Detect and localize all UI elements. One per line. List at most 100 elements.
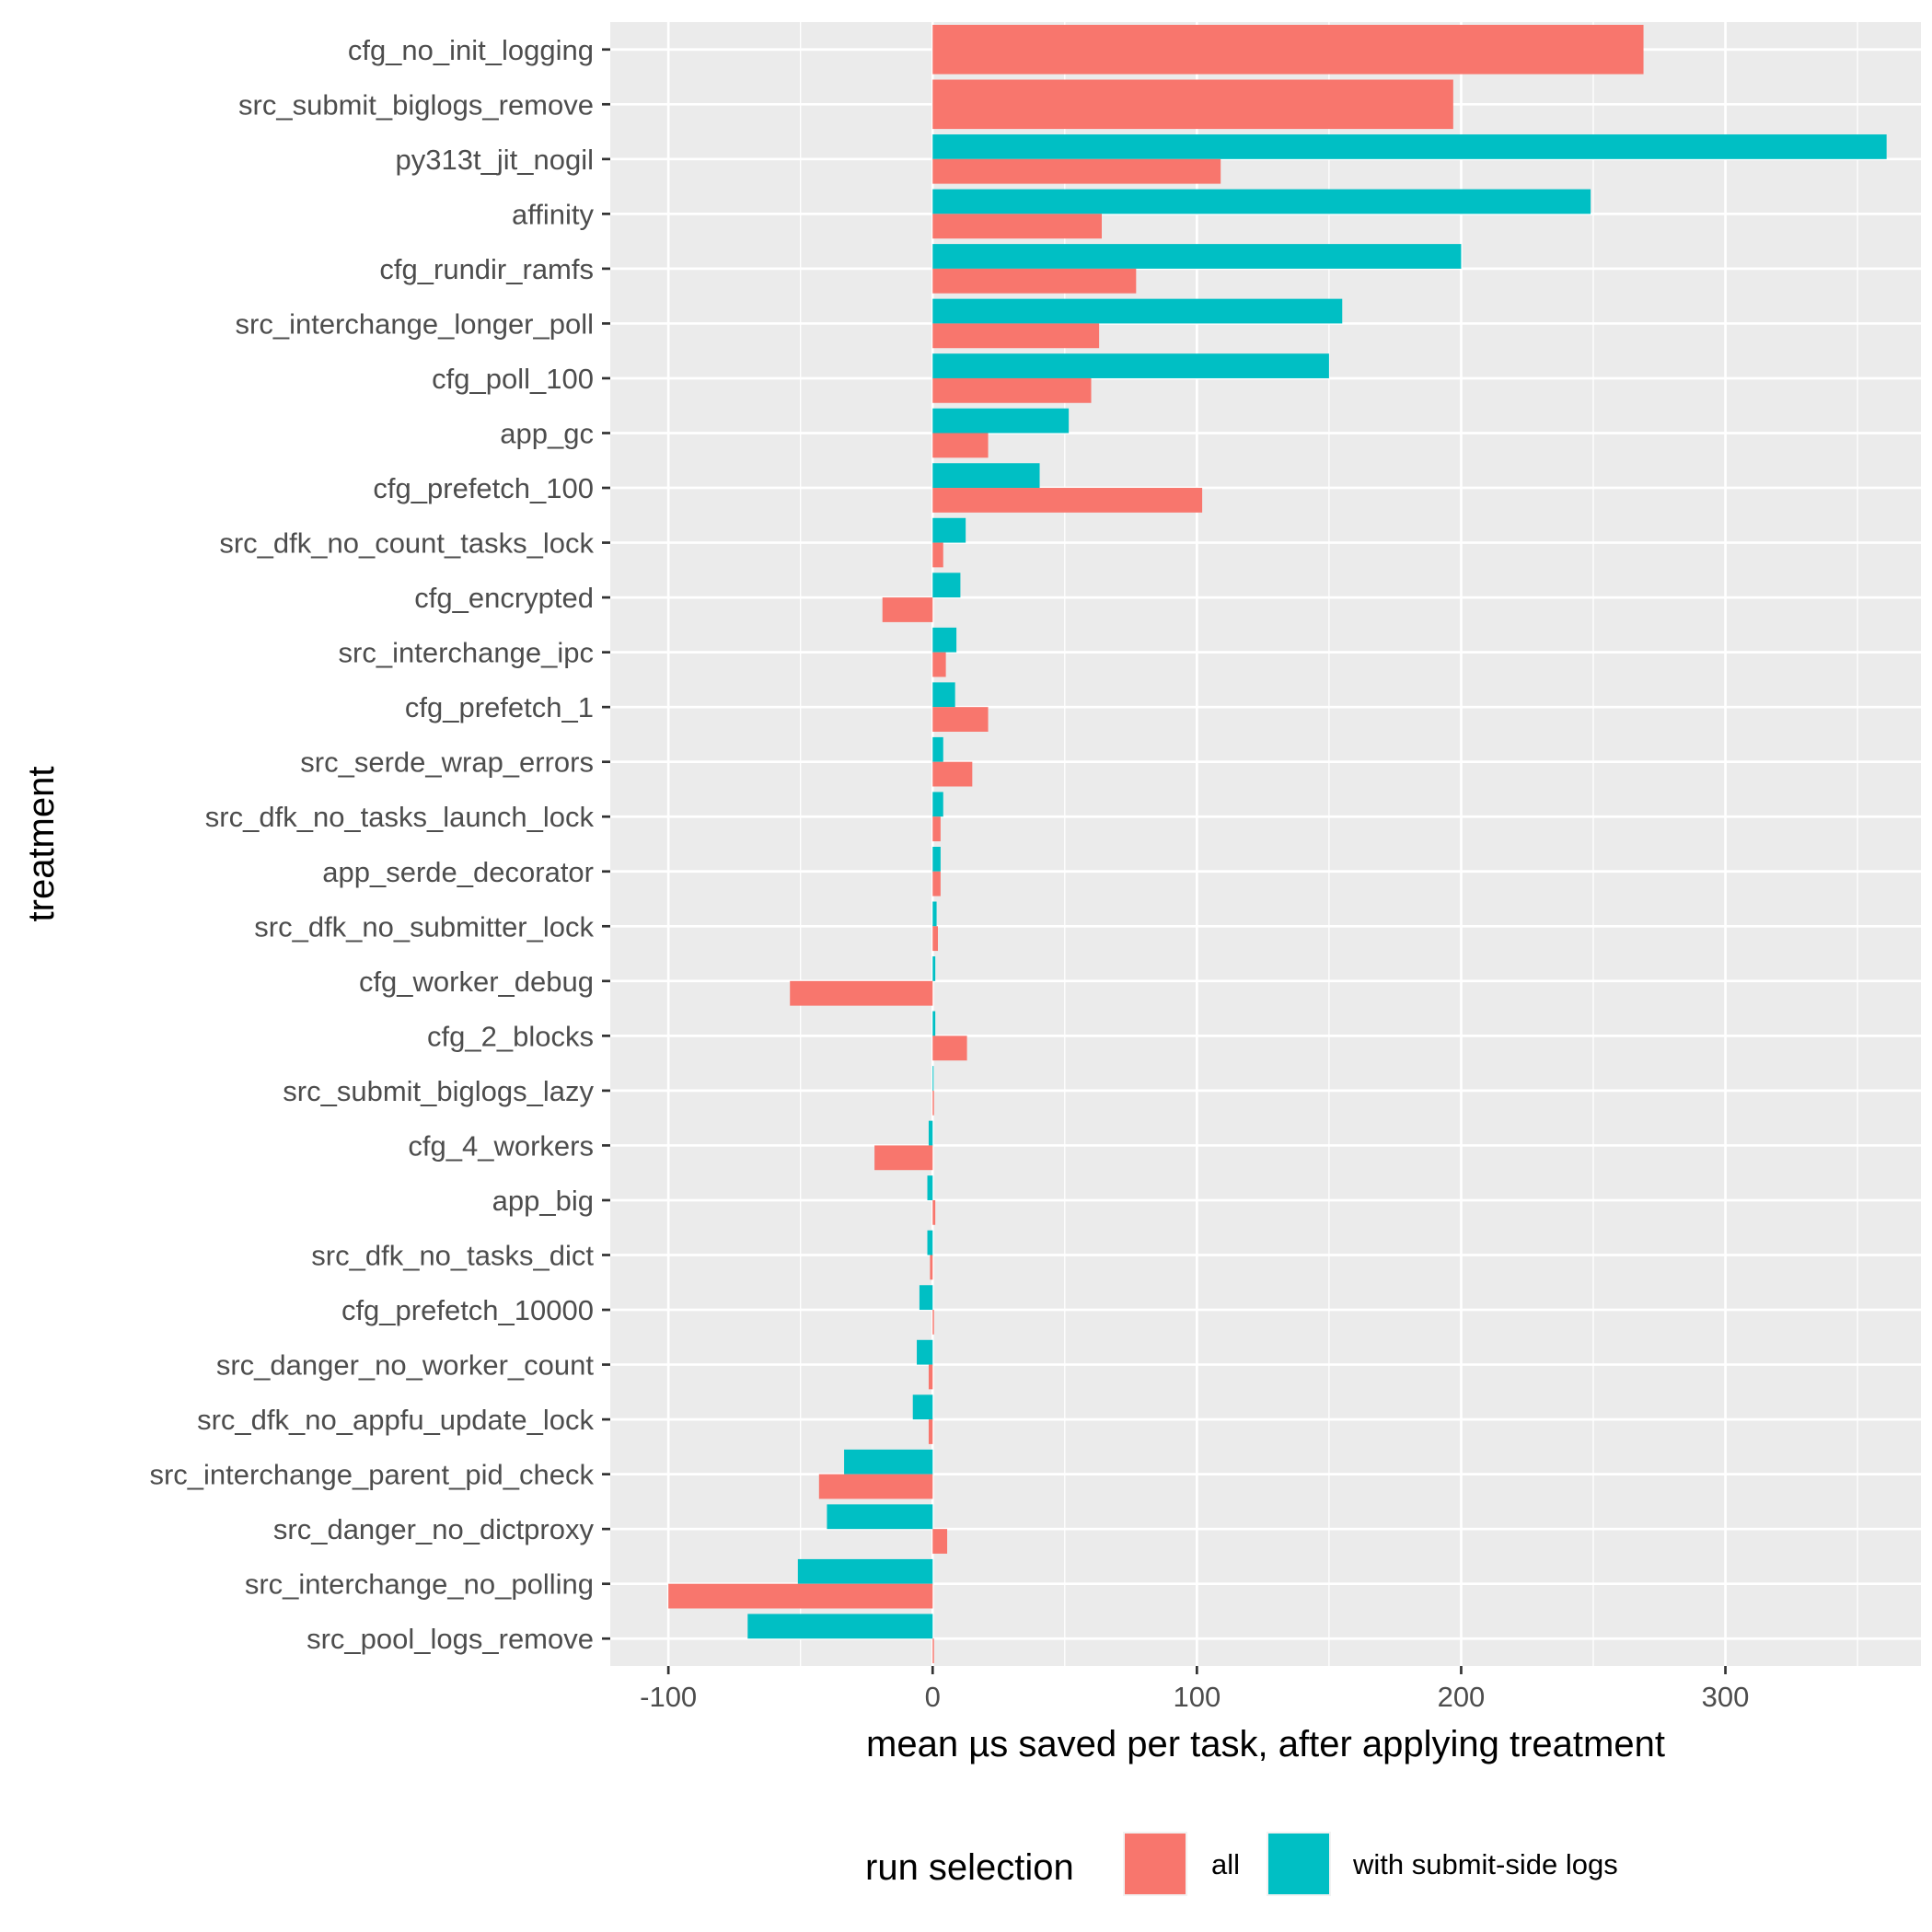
bar-submit-side-logs (932, 353, 1329, 378)
bar-submit-side-logs (912, 1394, 933, 1420)
y-tick-label: cfg_2_blocks (427, 1020, 594, 1052)
bar-all (932, 542, 943, 568)
x-tick-label: 200 (1438, 1681, 1486, 1713)
x-tick-label: 300 (1702, 1681, 1750, 1713)
y-tick-label: py313t_jit_nogil (396, 144, 594, 176)
bar-submit-side-logs (932, 244, 1462, 269)
bar-submit-side-logs (932, 463, 1040, 489)
bar-all (932, 761, 973, 787)
bar-all (932, 707, 989, 732)
y-tick-label: src_dfk_no_count_tasks_lock (219, 527, 594, 560)
y-tick-label: cfg_worker_debug (359, 966, 594, 998)
bar-all (932, 24, 1644, 75)
y-tick-label: src_pool_logs_remove (307, 1623, 594, 1655)
bar-submit-side-logs (917, 1339, 933, 1365)
bar-all (932, 1199, 936, 1225)
bar-submit-side-logs (932, 792, 943, 817)
y-tick-label: src_danger_no_dictproxy (273, 1513, 595, 1545)
y-tick-label: src_interchange_no_polling (245, 1568, 594, 1601)
x-tick-label: 0 (925, 1681, 941, 1713)
y-tick-label: src_dfk_no_tasks_launch_lock (205, 801, 595, 833)
bar-submit-side-logs (932, 189, 1591, 214)
y-tick-label: src_serde_wrap_errors (300, 746, 594, 779)
bar-all (932, 488, 1203, 513)
bar-submit-side-logs (919, 1285, 933, 1311)
bar-submit-side-logs (797, 1558, 933, 1584)
bar-submit-side-logs (932, 627, 957, 653)
bar-all (930, 1255, 933, 1280)
bar-all (932, 871, 941, 897)
bar-all (668, 1583, 933, 1609)
y-tick-label: src_interchange_longer_poll (236, 307, 594, 340)
bar-submit-side-logs (932, 573, 961, 598)
bar-submit-side-logs (932, 901, 937, 927)
bar-all (928, 1364, 933, 1390)
bar-all (818, 1474, 933, 1499)
bar-submit-side-logs (932, 517, 966, 543)
x-axis: -100 0 100 200 300 (640, 1666, 1749, 1713)
y-tick-label: src_danger_no_worker_count (216, 1349, 595, 1382)
bar-all (932, 816, 941, 842)
y-tick-label: src_dfk_no_submitter_lock (254, 910, 594, 943)
bar-all (932, 1638, 934, 1664)
y-axis: cfg_no_init_logging src_submit_biglogs_re… (149, 34, 610, 1655)
bar-submit-side-logs (932, 1066, 934, 1091)
bar-all (932, 926, 938, 952)
x-tick-label: 100 (1173, 1681, 1221, 1713)
panel-background (610, 22, 1921, 1666)
bar-submit-side-logs (932, 134, 1887, 159)
bar-all (928, 1419, 933, 1444)
bar-all (932, 158, 1221, 184)
minor-gridlines (800, 22, 1858, 1666)
bar-submit-side-logs (932, 956, 936, 981)
y-tick-label: cfg_prefetch_1 (405, 691, 594, 723)
y-tick-label: cfg_encrypted (414, 582, 594, 614)
y-tick-label: src_dfk_no_appfu_update_lock (197, 1404, 594, 1436)
y-tick-label: cfg_prefetch_100 (373, 472, 594, 504)
y-tick-label: cfg_no_init_logging (348, 34, 594, 66)
bar-submit-side-logs (844, 1449, 933, 1475)
legend-swatch-submit-side-logs (1268, 1834, 1329, 1894)
bar-all (932, 214, 1102, 239)
bar-all (932, 433, 989, 458)
bar-all (932, 1310, 934, 1335)
bar-submit-side-logs (932, 298, 1343, 324)
y-tick-label: src_submit_biglogs_remove (238, 88, 594, 121)
y-tick-label: cfg_rundir_ramfs (379, 253, 594, 285)
y-tick-label: affinity (512, 198, 595, 230)
bar-submit-side-logs (928, 1120, 933, 1146)
y-tick-label: src_dfk_no_tasks_dict (311, 1240, 594, 1272)
bar-all (932, 79, 1453, 130)
bar-all (932, 1090, 934, 1116)
bar-submit-side-logs (932, 736, 943, 762)
bar-all (932, 323, 1100, 349)
bar-all (790, 980, 933, 1006)
bar-submit-side-logs (932, 846, 941, 872)
bar-all (932, 377, 1092, 403)
y-tick-label: cfg_poll_100 (432, 363, 594, 395)
bar-all (874, 1145, 933, 1171)
bar-submit-side-logs (927, 1230, 933, 1255)
legend-title: run selection (865, 1847, 1074, 1888)
y-tick-label: app_big (492, 1185, 594, 1217)
y-tick-label: src_submit_biglogs_lazy (283, 1075, 594, 1107)
bar-all (932, 268, 1137, 294)
bar-all (932, 1529, 948, 1554)
bar-submit-side-logs (747, 1614, 933, 1639)
x-tick-label: -100 (640, 1681, 697, 1713)
y-axis-title: treatment (21, 767, 62, 922)
legend-label-all: all (1211, 1848, 1240, 1880)
bars (668, 24, 1887, 1664)
y-tick-label: cfg_4_workers (408, 1129, 594, 1162)
y-tick-label: src_interchange_parent_pid_check (149, 1459, 594, 1491)
bar-submit-side-logs (932, 1011, 936, 1036)
bar-submit-side-logs (932, 408, 1070, 434)
bar-all (882, 597, 933, 622)
bar-submit-side-logs (932, 682, 955, 708)
legend-swatch-all (1125, 1834, 1186, 1894)
bar-all (932, 652, 946, 677)
legend: run selection all with submit-side logs (865, 1832, 1618, 1896)
y-tick-label: app_gc (500, 418, 594, 450)
y-tick-label: cfg_prefetch_10000 (341, 1294, 594, 1326)
